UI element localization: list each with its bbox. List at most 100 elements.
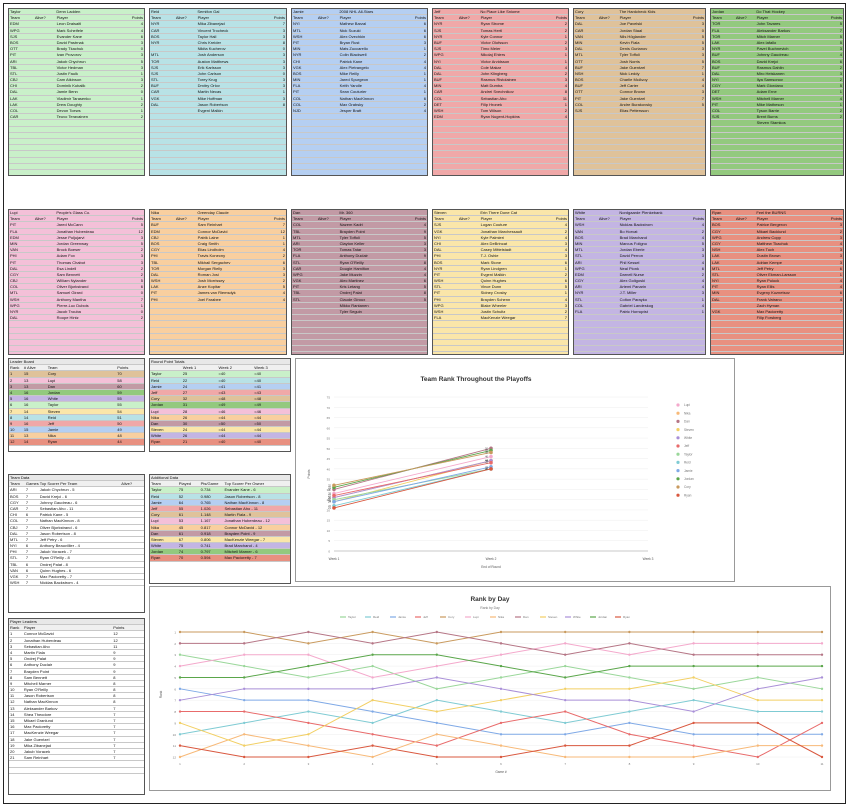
legend-marker: [676, 493, 680, 497]
table-cell: 6: [25, 543, 29, 549]
table-cell: Nika: [151, 524, 160, 530]
table-cell: =48: [254, 396, 262, 402]
data-label: 21: [328, 506, 331, 510]
table-cell: [704, 9, 705, 14]
table-cell: 1: [701, 309, 704, 314]
x-tick-label: Week 3: [643, 557, 654, 561]
table-cell: [480, 328, 546, 333]
table-cell: [598, 210, 619, 215]
table-cell: [598, 346, 619, 351]
table-cell: BOS: [575, 234, 584, 240]
table-cell: 1: [564, 52, 567, 58]
table-cell: [317, 65, 339, 70]
table-cell: =40: [254, 377, 262, 383]
table-cell: [756, 334, 820, 339]
table-cell: Sam Reinhart: [197, 222, 223, 228]
table-cell: 1: [282, 234, 285, 240]
table-cell: 22: [182, 377, 188, 383]
data-point: [564, 653, 567, 656]
table-cell: Additional Data: [151, 475, 179, 480]
table-cell: Connor McDavid - 12: [224, 524, 263, 530]
table-cell: SJS: [434, 46, 442, 52]
table-cell: 2: [140, 265, 143, 271]
round-point-totals-row: Cory 32 =48 =48: [150, 396, 290, 403]
table-cell: [735, 96, 756, 101]
table-cell: WSH: [10, 580, 20, 586]
player-row: LAK Drew Doughty 2: [9, 101, 144, 108]
table-cell: [34, 89, 56, 94]
data-point: [371, 664, 374, 668]
player-row: CBJ Cam Atkinson 3: [9, 77, 144, 84]
table-cell: [458, 315, 480, 320]
table-cell: Brayden Point - 9: [224, 530, 256, 536]
table-cell: Brady Tkachuk: [56, 46, 84, 52]
table-cell: Chris Kreider: [197, 39, 221, 45]
player-row: [150, 145, 286, 152]
table-cell: BUF: [434, 39, 442, 45]
table-cell: [197, 170, 263, 175]
table-cell: 4: [564, 83, 567, 89]
player-leaders-row: 1 Connor McDavid 12: [9, 631, 144, 638]
team-header-row: Team Alive? Player Points: [9, 216, 144, 223]
table-cell: Taylor: [151, 487, 162, 493]
table-cell: [711, 321, 735, 326]
table-cell: [317, 229, 339, 234]
table-cell: [339, 114, 405, 119]
table-cell: 4: [423, 108, 426, 113]
table-cell: [682, 108, 705, 113]
table-cell: [175, 34, 197, 39]
table-cell: Dan: [151, 420, 159, 426]
table-cell: [819, 315, 843, 320]
table-cell: Team: [151, 15, 161, 21]
table-cell: [9, 321, 34, 326]
table-cell: COL: [293, 222, 302, 228]
table-cell: Aleksander Barkov: [23, 705, 58, 711]
table-cell: 7: [282, 222, 285, 228]
data-point: [499, 710, 503, 713]
table-cell: Kyle Connor: [480, 33, 503, 39]
table-cell: MIN: [434, 83, 442, 89]
table-cell: [175, 266, 197, 271]
player-row: [292, 126, 427, 133]
table-cell: Team: [10, 216, 20, 222]
table-cell: Dan: [151, 530, 159, 536]
table-cell: Lupi: [47, 377, 56, 383]
table-cell: 5: [282, 284, 285, 290]
table-cell: Steven: [151, 427, 164, 433]
table-cell: [150, 158, 175, 163]
table-cell: 6: [423, 21, 426, 27]
table-cell: [56, 346, 122, 351]
player-leaders-row: 8 Sam Bennett 8: [9, 675, 144, 681]
x-tick-label: 5: [436, 762, 438, 766]
table-cell: [120, 518, 144, 523]
data-point: [499, 664, 503, 668]
table-cell: 4: [282, 247, 285, 253]
team-title-row: Reid Semifon Gal: [150, 9, 286, 16]
data-point: [692, 721, 695, 725]
table-cell: [735, 52, 756, 57]
table-cell: 9: [113, 656, 116, 662]
table-cell: 0.594: [200, 555, 211, 561]
table-cell: Taylor: [47, 402, 59, 408]
additional-data-row: Jeff 55 1.026 Sebastian Aho - 11: [150, 505, 290, 513]
y-tick-label: 7: [174, 699, 176, 703]
player-row: CAR Andrei Svechnikov 8: [433, 89, 568, 96]
series-line-jeff: [333, 462, 492, 497]
table-cell: 30: [182, 420, 188, 426]
table-cell: [433, 164, 458, 169]
table-cell: 2: [423, 52, 426, 58]
team-block-ryan: Ryan Feel the BURNS Team Alive? Player Points…: [710, 209, 844, 355]
table-cell: Leon Draisaitl: [56, 21, 82, 27]
table-cell: Erin There Done Cat: [480, 210, 517, 215]
table-cell: [175, 297, 197, 302]
player-row: [150, 138, 286, 146]
table-cell: [197, 340, 263, 345]
table-cell: Sean Couturier: [339, 89, 367, 95]
table-cell: [56, 120, 122, 125]
player-row: [433, 339, 568, 347]
legend-label: Lupi: [473, 615, 479, 619]
player-row: TOR Morgan Rielly 3: [150, 265, 286, 272]
data-label: 43: [485, 461, 488, 465]
table-cell: 2: [564, 309, 567, 314]
table-cell: 7: [113, 711, 116, 717]
